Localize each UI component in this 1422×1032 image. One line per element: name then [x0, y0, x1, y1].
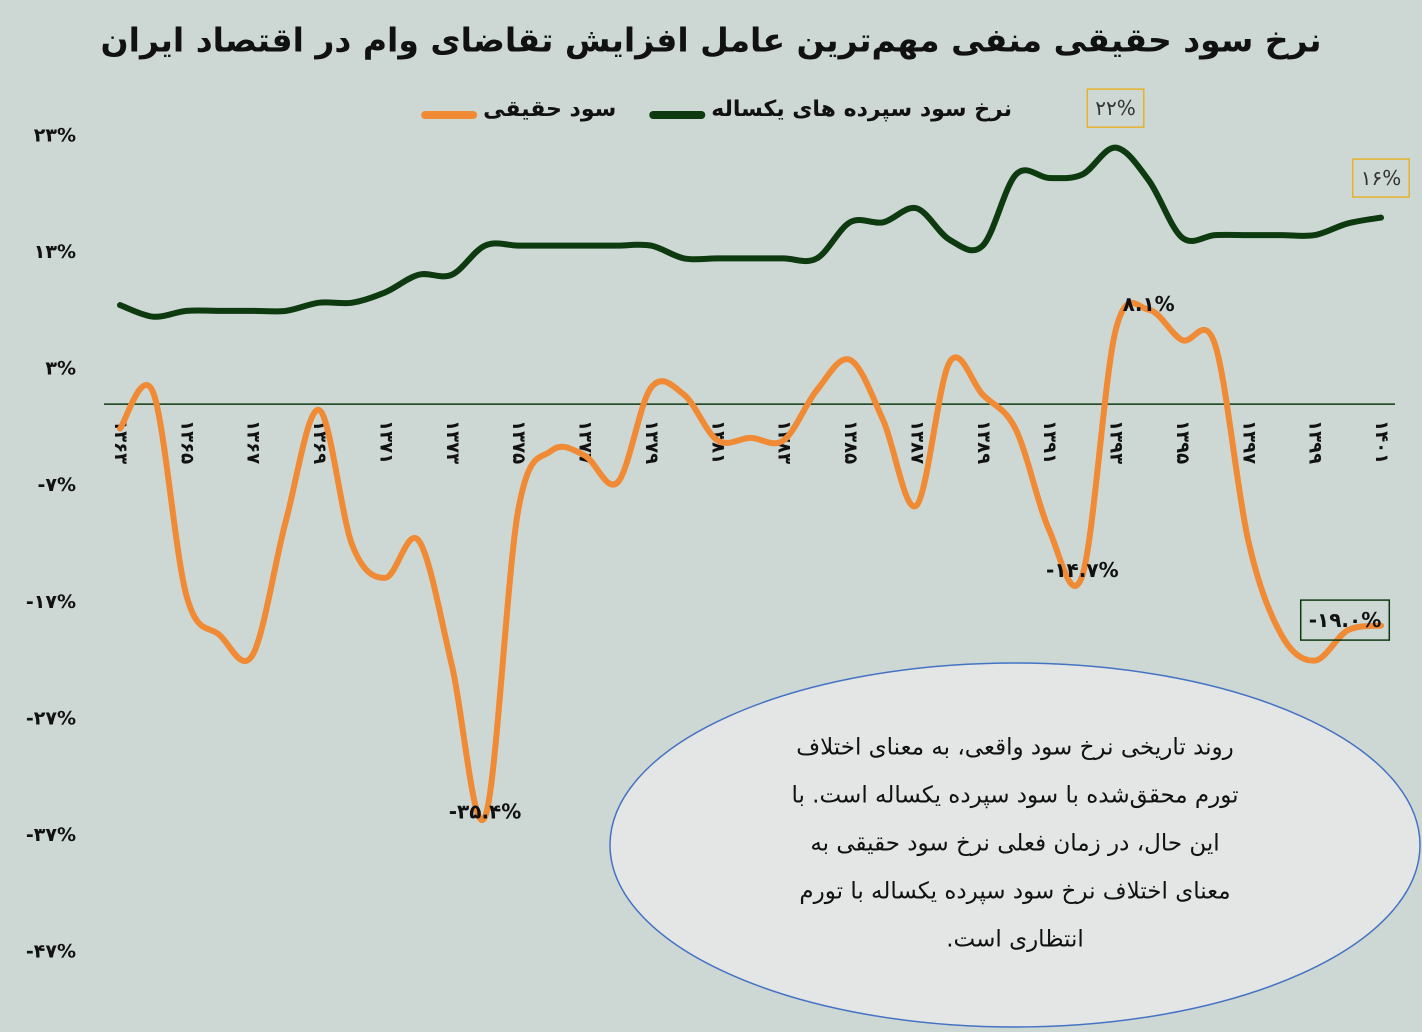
- value-label: ۸.۱%: [1123, 292, 1175, 316]
- x-tick-label: ۱۳۷۹: [641, 420, 662, 464]
- x-tick-label: ۱۳۷۳: [442, 420, 463, 464]
- value-label: ۱۶%: [1361, 166, 1402, 190]
- y-tick-label: ۱۳%: [34, 241, 76, 263]
- x-tick-label: ۱۳۹۹: [1305, 420, 1326, 464]
- value-label: -۳۵.۴%: [449, 799, 522, 823]
- value-label-box: [1086, 88, 1145, 128]
- y-tick-label: -۱۷%: [26, 591, 76, 613]
- x-tick-label: ۱۳۶۵: [176, 420, 197, 464]
- x-tick-label: ۱۳۷۱: [375, 420, 396, 464]
- annotation-bubble: [609, 662, 1421, 1028]
- y-tick-label: -۴۷%: [26, 941, 76, 963]
- x-tick-label: ۱۳۹۳: [1106, 420, 1127, 464]
- y-tick-label: -۷%: [37, 474, 76, 496]
- annotation-text: تورم محقق‌شده با سود سپرده یکساله است. ب…: [791, 783, 1238, 809]
- x-tick-label: ۱۳۶۳: [110, 420, 131, 464]
- y-tick-label: -۳۷%: [26, 824, 76, 846]
- x-tick-label: ۱۳۸۵: [840, 420, 861, 464]
- x-tick-label: ۱۳۷۵: [508, 420, 529, 464]
- annotation-text: معنای اختلاف نرخ سود سپرده یکساله با تور…: [799, 879, 1230, 905]
- x-tick-label: ۱۳۹۵: [1172, 420, 1193, 464]
- series-line: [117, 300, 1384, 823]
- x-tick-label: ۱۳۸۷: [906, 420, 927, 464]
- y-tick-label: -۲۷%: [26, 707, 76, 729]
- x-tick-label: ۱۴۰۱: [1371, 420, 1392, 464]
- annotation-text: انتظاری است.: [946, 927, 1084, 953]
- y-tick-label: ۲۳%: [34, 125, 76, 147]
- x-tick-label: ۱۳۸۹: [973, 420, 994, 464]
- x-tick-label: ۱۳۶۷: [243, 420, 264, 464]
- y-tick-label: ۳%: [45, 358, 76, 380]
- x-tick-label: ۱۳۹۷: [1238, 420, 1259, 464]
- value-label-box: [1352, 158, 1410, 198]
- annotation-text: روند تاریخی نرخ سود واقعی، به معنای اختل…: [796, 735, 1234, 761]
- value-label: ۲۲%: [1095, 96, 1136, 120]
- legend-label: سود حقیقی: [483, 97, 616, 122]
- value-label-box: [1299, 599, 1391, 641]
- x-tick-label: ۱۳۹۱: [1039, 420, 1060, 464]
- value-label: -۱۹.۰%: [1309, 608, 1382, 632]
- value-label: -۱۴.۷%: [1046, 558, 1119, 582]
- annotation-text: این حال، در زمان فعلی نرخ سود حقیقی به: [810, 831, 1219, 857]
- series-line: [117, 144, 1384, 320]
- chart-title: نرخ سود حقیقی منفی مهم‌ترین عامل افزایش …: [101, 21, 1322, 61]
- legend-label: نرخ سود سپرده های یکساله: [711, 97, 1012, 122]
